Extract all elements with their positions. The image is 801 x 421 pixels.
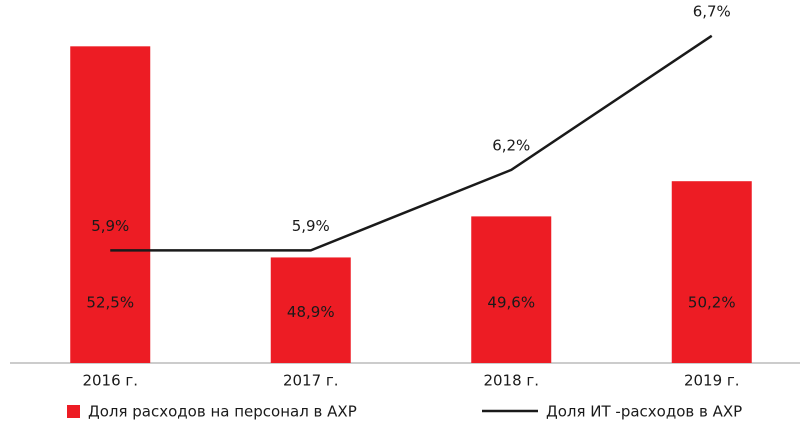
x-tick-label: 2016 г. [82, 372, 138, 390]
bar [471, 216, 552, 363]
x-tick-label: 2017 г. [283, 372, 339, 390]
bar-value-label: 48,9% [287, 303, 335, 321]
bar [70, 46, 151, 364]
x-tick-label: 2018 г. [483, 372, 539, 390]
legend-swatch [67, 405, 80, 418]
legend-label: Доля расходов на персонал в АХР [88, 403, 357, 421]
line-value-label: 6,7% [693, 2, 731, 20]
bar-value-label: 49,6% [487, 294, 535, 312]
line-value-label: 6,2% [492, 136, 530, 154]
line [110, 34, 713, 252]
line-value-label: 5,9% [292, 217, 330, 235]
bar-value-label: 52,5% [86, 294, 134, 312]
bar [270, 257, 351, 363]
legend-label: Доля ИТ -расходов в АХР [546, 403, 742, 421]
bar-value-label: 50,2% [688, 294, 736, 312]
line-value-label: 5,9% [91, 217, 129, 235]
x-tick-label: 2019 г. [684, 372, 740, 390]
bar [671, 181, 752, 363]
